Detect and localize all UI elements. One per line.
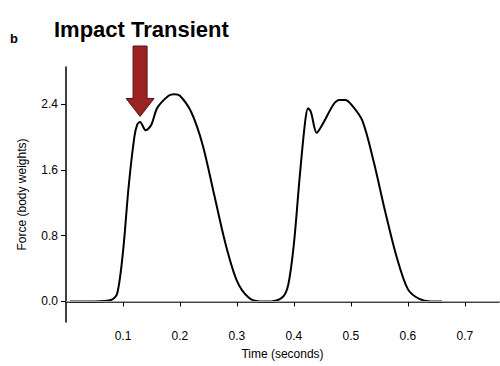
svg-text:0.7: 0.7 <box>456 329 473 343</box>
svg-text:0.3: 0.3 <box>229 329 246 343</box>
svg-text:Force (body weights): Force (body weights) <box>15 138 29 250</box>
svg-text:0.1: 0.1 <box>115 329 132 343</box>
svg-text:0.4: 0.4 <box>286 329 303 343</box>
svg-text:0.5: 0.5 <box>343 329 360 343</box>
svg-text:0.8: 0.8 <box>41 229 58 243</box>
svg-text:0.6: 0.6 <box>399 329 416 343</box>
svg-text:2.4: 2.4 <box>41 97 58 111</box>
svg-text:Time (seconds): Time (seconds) <box>241 347 323 361</box>
svg-text:1.6: 1.6 <box>41 163 58 177</box>
svg-text:0.2: 0.2 <box>172 329 189 343</box>
svg-text:b: b <box>10 31 18 46</box>
svg-text:Impact Transient: Impact Transient <box>54 17 230 42</box>
svg-text:0.0: 0.0 <box>41 294 58 308</box>
